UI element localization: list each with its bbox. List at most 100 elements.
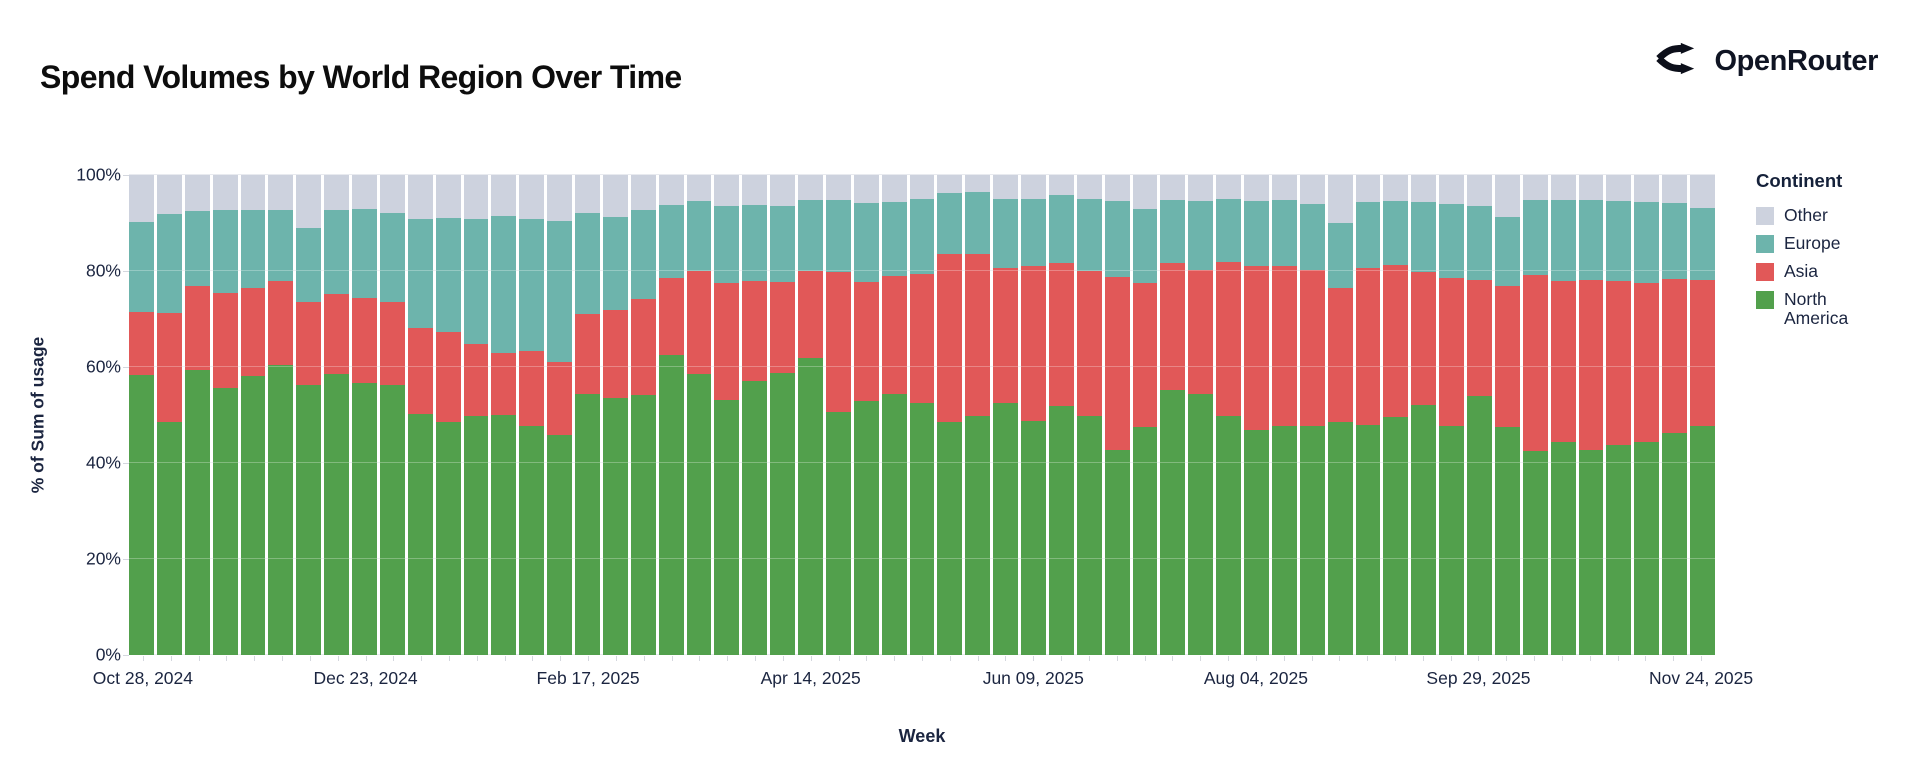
bar-segment-north-america[interactable]	[1327, 422, 1353, 655]
bar-segment-other[interactable]	[129, 175, 154, 222]
bar-segment-north-america[interactable]	[825, 411, 851, 655]
bar-week-nov-04-2024[interactable]	[156, 175, 182, 655]
bar-segment-asia[interactable]	[1021, 266, 1046, 421]
bar-segment-north-america[interactable]	[881, 394, 907, 655]
bar-segment-europe[interactable]	[129, 221, 154, 312]
bar-segment-north-america[interactable]	[1271, 426, 1297, 655]
bar-segment-europe[interactable]	[1299, 203, 1325, 271]
bar-segment-asia[interactable]	[1076, 270, 1102, 417]
bar-segment-north-america[interactable]	[184, 369, 210, 655]
legend-item-europe[interactable]: Europe	[1756, 234, 1906, 253]
bar-segment-north-america[interactable]	[1383, 417, 1409, 655]
bar-segment-other[interactable]	[1494, 175, 1520, 218]
bar-segment-asia[interactable]	[770, 281, 795, 374]
bar-segment-europe[interactable]	[519, 219, 545, 351]
bar-week-mar-17-2025[interactable]	[686, 175, 712, 655]
bar-segment-europe[interactable]	[798, 199, 823, 272]
bar-segment-other[interactable]	[770, 175, 795, 207]
bar-segment-europe[interactable]	[240, 210, 266, 288]
bar-segment-other[interactable]	[1634, 175, 1660, 202]
bar-segment-other[interactable]	[1522, 175, 1548, 200]
bar-week-mar-31-2025[interactable]	[742, 175, 768, 655]
bar-segment-north-america[interactable]	[798, 358, 823, 655]
bar-segment-north-america[interactable]	[324, 374, 349, 655]
bar-week-may-05-2025[interactable]	[881, 175, 907, 655]
bar-week-oct-20-2025[interactable]	[1550, 175, 1576, 655]
bar-week-jan-27-2025[interactable]	[491, 175, 517, 655]
bar-segment-europe[interactable]	[1244, 200, 1269, 267]
bar-segment-north-america[interactable]	[965, 415, 991, 655]
bar-segment-other[interactable]	[407, 175, 433, 220]
bar-week-nov-25-2024[interactable]	[240, 175, 266, 655]
bar-segment-europe[interactable]	[296, 227, 322, 303]
bar-segment-north-america[interactable]	[1299, 426, 1325, 655]
bar-week-oct-27-2025[interactable]	[1578, 175, 1604, 655]
bar-week-apr-14-2025[interactable]	[798, 175, 823, 655]
bar-week-jun-02-2025[interactable]	[993, 175, 1018, 655]
bar-segment-europe[interactable]	[993, 198, 1018, 269]
bar-segment-north-america[interactable]	[993, 402, 1018, 655]
bar-segment-north-america[interactable]	[352, 383, 377, 655]
bar-segment-north-america[interactable]	[1634, 441, 1660, 655]
bar-segment-asia[interactable]	[1104, 276, 1130, 450]
bar-segment-europe[interactable]	[1188, 200, 1214, 271]
bar-segment-europe[interactable]	[658, 204, 684, 278]
bar-segment-north-america[interactable]	[1216, 416, 1241, 655]
bar-segment-north-america[interactable]	[742, 380, 768, 655]
bar-week-nov-03-2025[interactable]	[1606, 175, 1632, 655]
bar-segment-asia[interactable]	[1160, 263, 1186, 390]
bar-week-oct-28-2024[interactable]	[129, 175, 154, 655]
bar-week-jun-16-2025[interactable]	[1048, 175, 1074, 655]
bar-segment-north-america[interactable]	[1522, 450, 1548, 655]
bar-segment-europe[interactable]	[1494, 217, 1520, 286]
bar-segment-europe[interactable]	[1467, 206, 1492, 281]
bar-segment-north-america[interactable]	[1244, 429, 1269, 655]
bar-segment-asia[interactable]	[1662, 279, 1687, 433]
bar-segment-asia[interactable]	[1494, 285, 1520, 428]
bar-week-dec-09-2024[interactable]	[296, 175, 322, 655]
bar-segment-europe[interactable]	[575, 213, 600, 315]
bar-week-aug-11-2025[interactable]	[1271, 175, 1297, 655]
bar-segment-asia[interactable]	[602, 309, 628, 399]
bar-segment-north-america[interactable]	[240, 375, 266, 655]
bar-segment-asia[interactable]	[965, 254, 991, 416]
bar-segment-other[interactable]	[1411, 175, 1437, 202]
bar-segment-europe[interactable]	[1383, 200, 1409, 265]
bar-segment-north-america[interactable]	[1132, 426, 1158, 655]
bar-segment-north-america[interactable]	[1690, 426, 1715, 655]
bar-segment-other[interactable]	[630, 175, 656, 211]
bar-week-apr-21-2025[interactable]	[825, 175, 851, 655]
bar-week-jun-23-2025[interactable]	[1076, 175, 1102, 655]
bar-segment-europe[interactable]	[435, 218, 461, 333]
bar-segment-other[interactable]	[1216, 175, 1241, 199]
bar-segment-north-america[interactable]	[547, 435, 572, 655]
bar-segment-europe[interactable]	[268, 210, 294, 281]
bar-segment-other[interactable]	[1188, 175, 1214, 201]
bar-segment-north-america[interactable]	[156, 422, 182, 655]
bar-week-jan-06-2025[interactable]	[407, 175, 433, 655]
bar-segment-other[interactable]	[1467, 175, 1492, 207]
bar-segment-north-america[interactable]	[212, 388, 238, 655]
bar-segment-other[interactable]	[212, 175, 238, 211]
bar-week-jul-21-2025[interactable]	[1188, 175, 1214, 655]
bar-segment-europe[interactable]	[212, 210, 238, 293]
legend-item-asia[interactable]: Asia	[1756, 262, 1906, 281]
bar-week-jun-30-2025[interactable]	[1104, 175, 1130, 655]
bar-segment-europe[interactable]	[825, 199, 851, 273]
bar-week-feb-24-2025[interactable]	[602, 175, 628, 655]
bar-segment-europe[interactable]	[1411, 201, 1437, 273]
bar-segment-north-america[interactable]	[1467, 395, 1492, 655]
bar-segment-asia[interactable]	[435, 332, 461, 422]
bar-week-oct-13-2025[interactable]	[1522, 175, 1548, 655]
bar-segment-other[interactable]	[1021, 175, 1046, 199]
bar-segment-asia[interactable]	[1606, 280, 1632, 445]
bar-segment-other[interactable]	[1299, 175, 1325, 204]
bar-segment-asia[interactable]	[407, 327, 433, 414]
bar-segment-other[interactable]	[1104, 175, 1130, 201]
bar-segment-asia[interactable]	[1634, 283, 1660, 442]
bar-week-sep-22-2025[interactable]	[1439, 175, 1464, 655]
bar-segment-north-america[interactable]	[435, 421, 461, 655]
bar-segment-other[interactable]	[519, 175, 545, 220]
bar-segment-europe[interactable]	[352, 209, 377, 298]
bar-segment-asia[interactable]	[881, 275, 907, 395]
